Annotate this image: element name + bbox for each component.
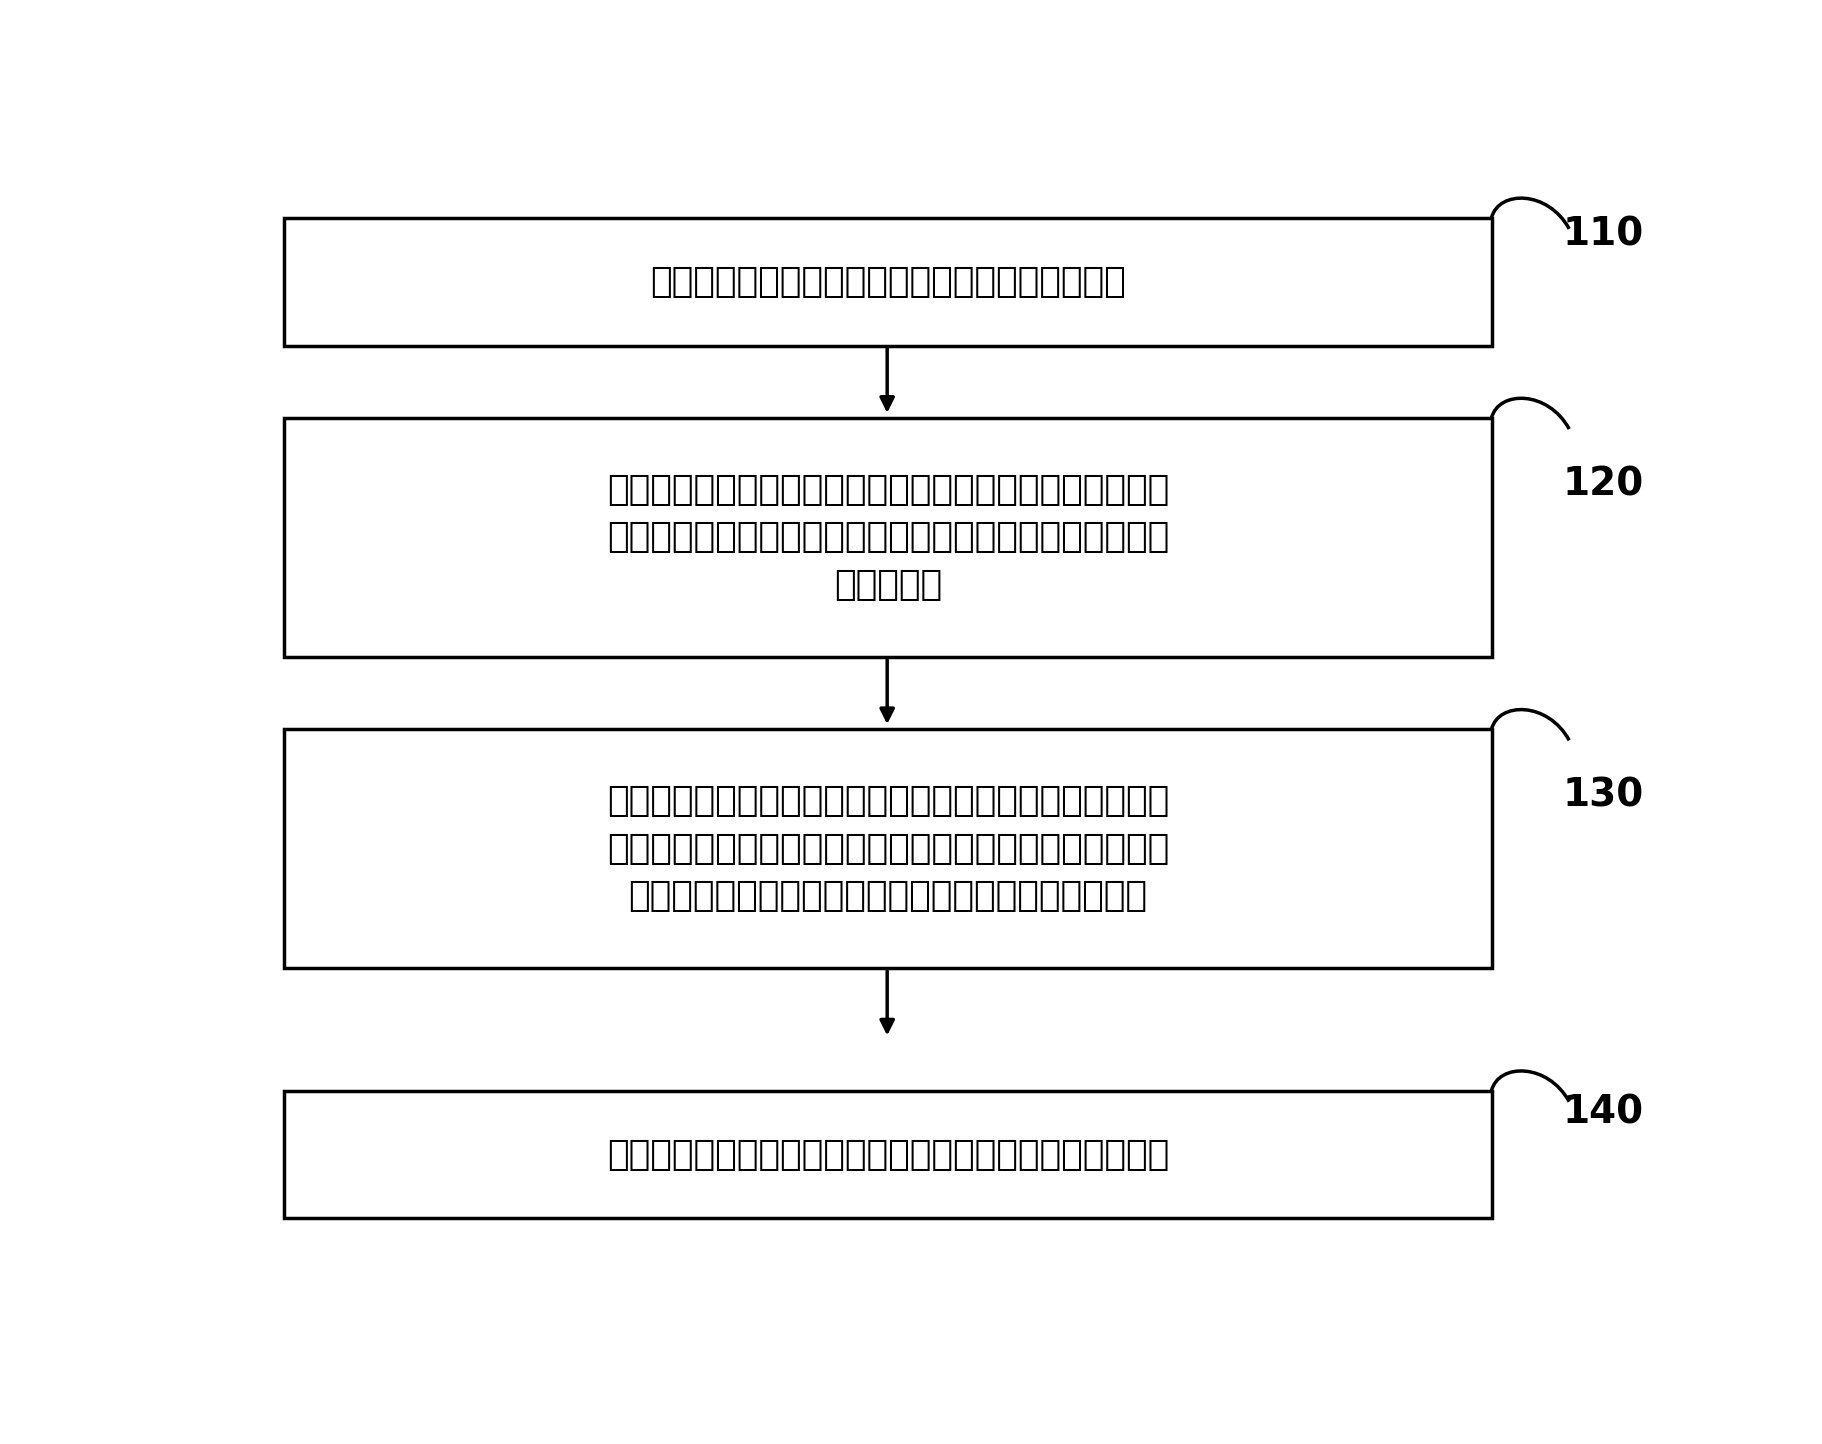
Text: 获取数字化三维模型中引用的电气设备的识别信息: 获取数字化三维模型中引用的电气设备的识别信息 — [650, 264, 1126, 299]
Text: 110: 110 — [1561, 215, 1643, 254]
Text: 130: 130 — [1561, 777, 1643, 814]
Text: 140: 140 — [1561, 1093, 1643, 1132]
Text: 根据所述第一二维图和所述第二二维图合成二维电气施工图: 根据所述第一二维图和所述第二二维图合成二维电气施工图 — [607, 1138, 1170, 1171]
FancyBboxPatch shape — [284, 218, 1492, 345]
Text: 滤除数字化三维模型中识别信息与二维图块数据库中的识别
信息相同的电气设备，根据余下部分的数字化三维模型获得
第一二维图: 滤除数字化三维模型中识别信息与二维图块数据库中的识别 信息相同的电气设备，根据余… — [607, 474, 1170, 602]
Text: 120: 120 — [1561, 465, 1643, 504]
FancyBboxPatch shape — [284, 729, 1492, 969]
Text: 对于在数字化三维模型中识别信息与所述二维图块数据库中
的识别信息相同的电气设备，从二维图块数据库中寻找与该
电气设备的识别信息对应的二维图块，获得第二二维图: 对于在数字化三维模型中识别信息与所述二维图块数据库中 的识别信息相同的电气设备，… — [607, 784, 1170, 913]
FancyBboxPatch shape — [284, 1090, 1492, 1219]
FancyBboxPatch shape — [284, 417, 1492, 657]
